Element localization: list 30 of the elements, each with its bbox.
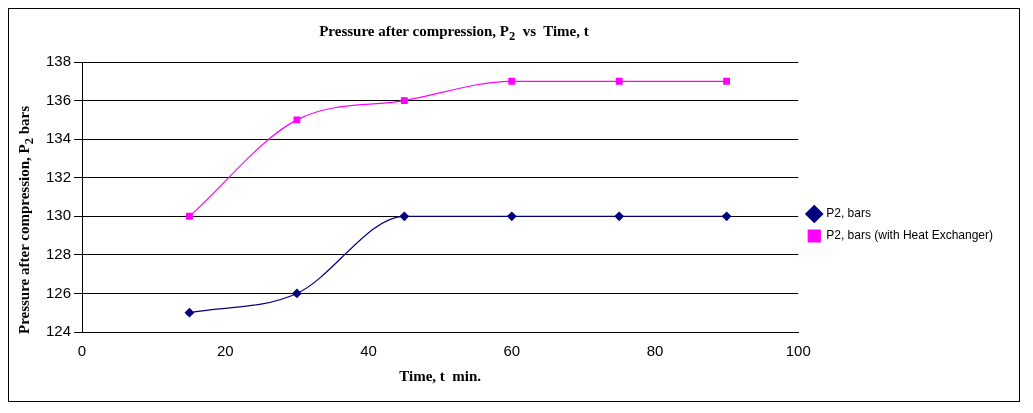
x-tick-label: 60 — [503, 342, 521, 360]
x-axis-title: Time, t min. — [399, 367, 482, 384]
point — [184, 308, 195, 318]
legend-label: P2, bars (with Heat Exchanger) — [826, 228, 994, 243]
point — [400, 97, 408, 104]
y-tick-label: 136 — [46, 90, 72, 108]
point — [723, 77, 731, 85]
x-tick-label: 80 — [646, 342, 664, 360]
point — [399, 211, 409, 221]
point — [614, 211, 624, 221]
point — [615, 77, 623, 85]
chart-title: Pressure after compression, P$_{2}$ vs Time, t — [318, 23, 590, 44]
x-tick-label: 0 — [77, 342, 87, 360]
point — [507, 211, 517, 221]
point — [186, 212, 193, 220]
x-tick-label: 20 — [216, 342, 234, 360]
y-tick-label: 130 — [46, 206, 72, 224]
point — [293, 116, 301, 124]
y-tick-label: 138 — [46, 52, 72, 70]
point — [508, 77, 516, 85]
y-tick-label: 128 — [46, 245, 72, 262]
y-tick-label: 124 — [46, 322, 72, 340]
y-tick-label: 134 — [46, 129, 72, 147]
point — [722, 211, 732, 221]
x-tick-label: 40 — [360, 342, 377, 360]
point — [292, 288, 302, 299]
legend-label: P2, bars — [826, 206, 871, 221]
y-tick-label: 126 — [46, 283, 72, 301]
x-tick-label: 100 — [785, 342, 811, 360]
y-tick-label: 132 — [46, 167, 72, 185]
